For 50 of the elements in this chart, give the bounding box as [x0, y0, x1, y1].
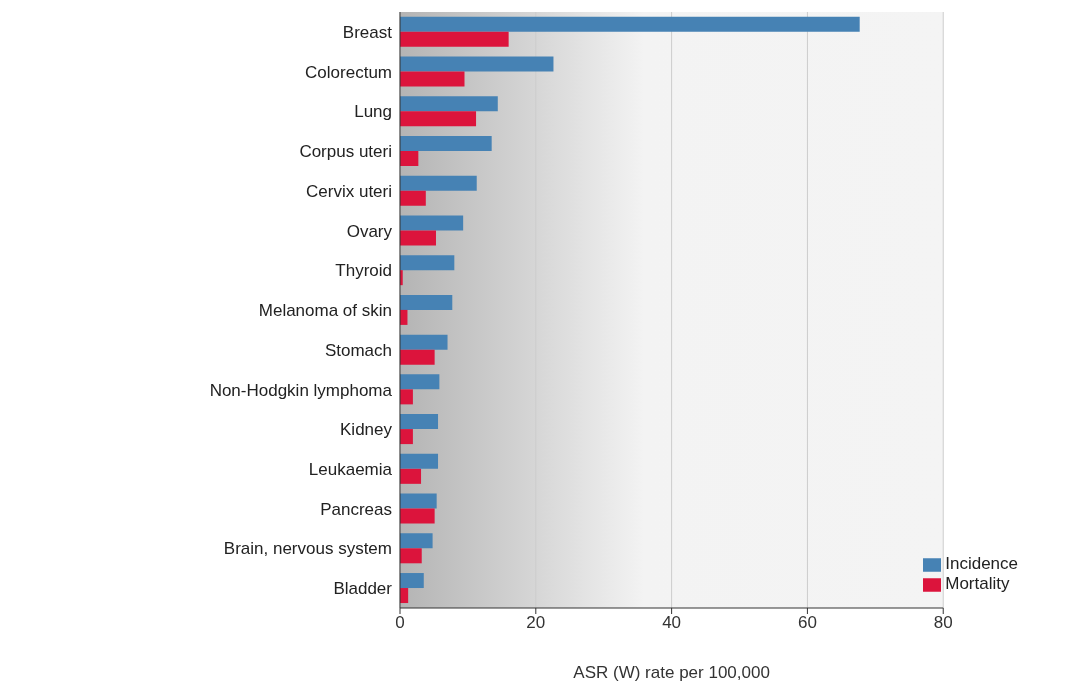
bar	[400, 374, 440, 390]
y-tick-label: Corpus uteri	[299, 142, 392, 162]
y-tick-label: Breast	[342, 22, 393, 42]
legend-label: Mortality	[945, 574, 1010, 593]
bar	[400, 468, 422, 484]
x-tick-label: 0	[395, 613, 405, 633]
bar	[400, 230, 436, 246]
bar	[400, 255, 455, 271]
bar	[400, 349, 435, 365]
bar	[400, 493, 437, 509]
bar	[400, 135, 492, 151]
bar	[400, 533, 433, 549]
bar	[400, 31, 509, 47]
bar	[400, 96, 498, 112]
bar	[400, 16, 860, 32]
bar	[400, 334, 448, 350]
bar	[400, 294, 453, 310]
bar	[400, 548, 422, 564]
x-axis-title: ASR (W) rate per 100,000	[573, 663, 770, 682]
y-tick-label: Stomach	[324, 340, 392, 360]
y-tick-label: Kidney	[340, 420, 393, 440]
bar	[400, 71, 465, 87]
x-tick-label: 80	[933, 613, 953, 633]
x-tick-label: 20	[526, 613, 546, 633]
y-tick-label: Pancreas	[320, 499, 392, 519]
bar	[400, 175, 477, 191]
legend-label: Incidence	[945, 554, 1018, 573]
y-tick-label: Leukaemia	[308, 459, 393, 479]
y-tick-label: Non-Hodgkin lymphoma	[209, 380, 393, 400]
y-tick-label: Cervix uteri	[306, 181, 392, 201]
y-tick-label: Melanoma of skin	[258, 301, 392, 321]
bar	[400, 573, 424, 589]
x-tick-label: 40	[662, 613, 682, 633]
bar	[400, 429, 413, 445]
bar	[400, 190, 426, 206]
y-tick-label: Bladder	[333, 579, 393, 599]
bar	[400, 453, 439, 469]
y-tick-label: Thyroid	[335, 261, 392, 281]
y-tick-label: Brain, nervous system	[223, 539, 392, 559]
bar	[400, 508, 435, 524]
y-tick-label: Colorectum	[305, 62, 392, 82]
bar	[400, 414, 439, 430]
bar	[400, 111, 477, 127]
bar	[400, 389, 413, 405]
bar	[400, 150, 419, 166]
y-tick-label: Ovary	[346, 221, 393, 241]
bar	[400, 56, 554, 72]
y-tick-label: Lung	[354, 102, 392, 122]
bar	[400, 215, 464, 231]
x-tick-label: 60	[797, 613, 817, 633]
